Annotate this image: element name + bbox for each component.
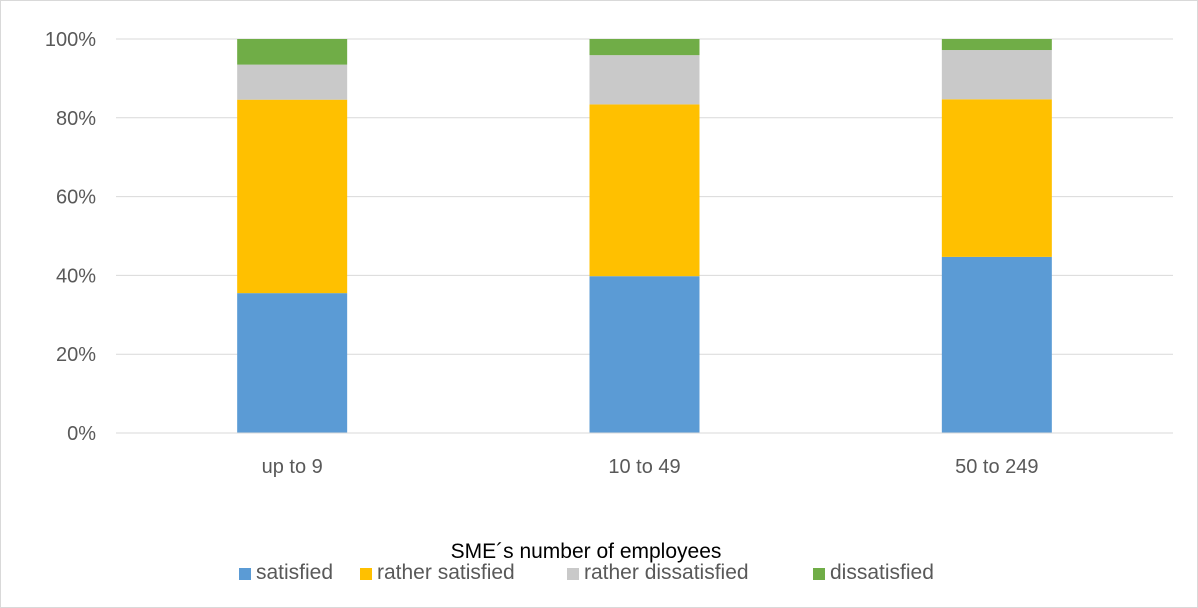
- bar-rather-dissatisfied-up-to-9: [237, 64, 348, 100]
- bar-rather-dissatisfied-50-to-249: [941, 50, 1052, 100]
- bar-rather-dissatisfied-10-to-49: [589, 55, 700, 105]
- legend: satisfied rather satisfied rather dissatis…: [239, 561, 934, 584]
- y-tick-label: 20%: [56, 344, 96, 366]
- bar-satisfied-10-to-49: [589, 276, 700, 433]
- legend-swatch-dissatisfied: [813, 568, 825, 580]
- bar-dissatisfied-10-to-49: [589, 39, 700, 56]
- legend-label-rather-dissatisfied: rather dissatisfied: [584, 561, 749, 584]
- bar-satisfied-50-to-249: [941, 256, 1052, 433]
- legend-item-satisfied: satisfied: [239, 561, 333, 584]
- bar-rather-satisfied-10-to-49: [589, 104, 700, 277]
- legend-swatch-satisfied: [239, 568, 251, 580]
- legend-item-rather-dissatisfied: rather dissatisfied: [567, 561, 749, 584]
- x-tick-label: 10 to 49: [608, 456, 680, 478]
- bar-dissatisfied-50-to-249: [941, 39, 1052, 51]
- x-tick-label: 50 to 249: [955, 456, 1038, 478]
- legend-label-satisfied: satisfied: [256, 561, 333, 584]
- bar-rather-satisfied-up-to-9: [237, 99, 348, 294]
- x-axis-title: SME´s number of employees: [451, 540, 722, 563]
- legend-label-rather-satisfied: rather satisfied: [377, 561, 515, 584]
- bars: [237, 39, 1052, 433]
- legend-swatch-rather-dissatisfied: [567, 568, 579, 580]
- legend-item-dissatisfied: dissatisfied: [813, 561, 934, 584]
- x-tick-label: up to 9: [262, 456, 323, 478]
- bar-dissatisfied-up-to-9: [237, 39, 348, 65]
- bar-satisfied-up-to-9: [237, 293, 348, 433]
- y-axis-tick-labels: 0% 20% 40% 60% 80% 100%: [45, 29, 96, 445]
- y-tick-label: 80%: [56, 108, 96, 130]
- legend-swatch-rather-satisfied: [360, 568, 372, 580]
- legend-label-dissatisfied: dissatisfied: [830, 561, 934, 584]
- bar-rather-satisfied-50-to-249: [941, 99, 1052, 257]
- x-axis-tick-labels: up to 9 10 to 49 50 to 249: [262, 456, 1039, 478]
- y-tick-label: 40%: [56, 265, 96, 287]
- y-tick-label: 60%: [56, 187, 96, 209]
- y-tick-label: 100%: [45, 29, 96, 51]
- y-tick-label: 0%: [67, 423, 96, 445]
- legend-item-rather-satisfied: rather satisfied: [360, 561, 515, 584]
